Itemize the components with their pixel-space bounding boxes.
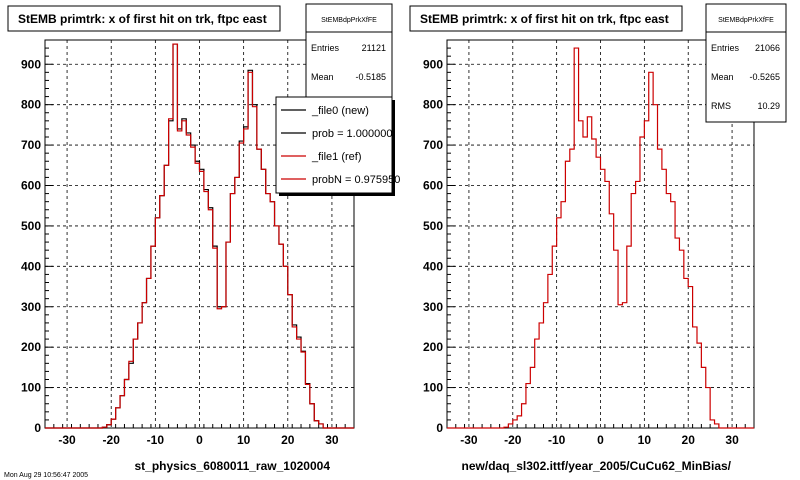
x-tick-label: -10: [548, 433, 566, 447]
y-tick-label: 100: [21, 381, 41, 395]
stats-box: [705, 3, 787, 123]
x-tick-label: -30: [460, 433, 478, 447]
stats-label: Mean: [711, 72, 734, 82]
stats-value: -0.5185: [355, 72, 386, 82]
left-title-box: [7, 5, 281, 32]
stats-label: Entries: [711, 43, 740, 53]
stats-value: 21066: [755, 43, 780, 53]
stats-box: [305, 3, 393, 101]
x-tick-label: 20: [281, 433, 295, 447]
y-tick-label: 100: [423, 381, 443, 395]
right-histogram-panel: StEMB primtrk: x of first hit on trk, ft…: [409, 3, 787, 473]
legend-entry: _file1 (ref): [311, 151, 362, 163]
y-tick-label: 700: [423, 138, 443, 152]
stats-name: StEMBdpPrkXfFE: [718, 17, 774, 24]
x-tick-label: 10: [638, 433, 652, 447]
y-tick-label: 0: [34, 421, 41, 435]
stats-value: -0.5265: [749, 72, 780, 82]
y-tick-label: 500: [423, 219, 443, 233]
right-title-box: [409, 5, 683, 32]
x-tick-label: 30: [725, 433, 739, 447]
stats-label: Mean: [311, 72, 334, 82]
x-tick-label: 10: [237, 433, 251, 447]
histogram-series-0: [447, 47, 754, 429]
x-tick-label: -10: [147, 433, 165, 447]
y-tick-label: 0: [436, 421, 443, 435]
x-tick-label: -20: [103, 433, 121, 447]
y-tick-label: 300: [423, 300, 443, 314]
x-tick-label: 0: [597, 433, 604, 447]
y-tick-label: 200: [423, 340, 443, 354]
x-tick-label: -30: [58, 433, 76, 447]
stats-value: 21121: [362, 43, 386, 53]
y-tick-label: 800: [21, 98, 41, 112]
y-tick-label: 600: [21, 179, 41, 193]
legend-entry: prob = 1.000000: [312, 128, 392, 140]
x-tick-label: 0: [196, 433, 203, 447]
stats-name: StEMBdpPrkXfFE: [321, 17, 377, 24]
y-tick-label: 300: [21, 300, 41, 314]
y-tick-label: 900: [423, 57, 443, 71]
footer-timestamp: Mon Aug 29 10:56:47 2005: [4, 472, 88, 479]
y-tick-label: 500: [21, 219, 41, 233]
stats-value: 10.29: [757, 101, 780, 111]
stats-label: Entries: [311, 43, 340, 53]
y-tick-label: 800: [423, 98, 443, 112]
x-tick-label: -20: [504, 433, 522, 447]
legend-entry: probN = 0.975950: [312, 174, 400, 186]
right-x-axis-title: new/daq_sl302.ittf/year_2005/CuCu62_MinB…: [462, 459, 732, 473]
y-tick-label: 700: [21, 138, 41, 152]
right-chart-title: StEMB primtrk: x of first hit on trk, ft…: [420, 12, 669, 26]
histogram-series-1: [45, 43, 354, 429]
left-histogram-panel: StEMB primtrk: x of first hit on trk, ft…: [7, 3, 400, 473]
stats-label: RMS: [711, 101, 731, 111]
left-x-axis-title: st_physics_6080011_raw_1020004: [134, 459, 330, 473]
y-tick-label: 600: [423, 179, 443, 193]
y-tick-label: 200: [21, 340, 41, 354]
legend-entry: _file0 (new): [311, 105, 369, 117]
legend-box: [275, 96, 393, 194]
left-chart-title: StEMB primtrk: x of first hit on trk, ft…: [18, 12, 267, 26]
x-tick-label: 20: [682, 433, 696, 447]
y-tick-label: 400: [423, 259, 443, 273]
y-tick-label: 900: [21, 57, 41, 71]
x-tick-label: 30: [325, 433, 339, 447]
y-tick-label: 400: [21, 259, 41, 273]
